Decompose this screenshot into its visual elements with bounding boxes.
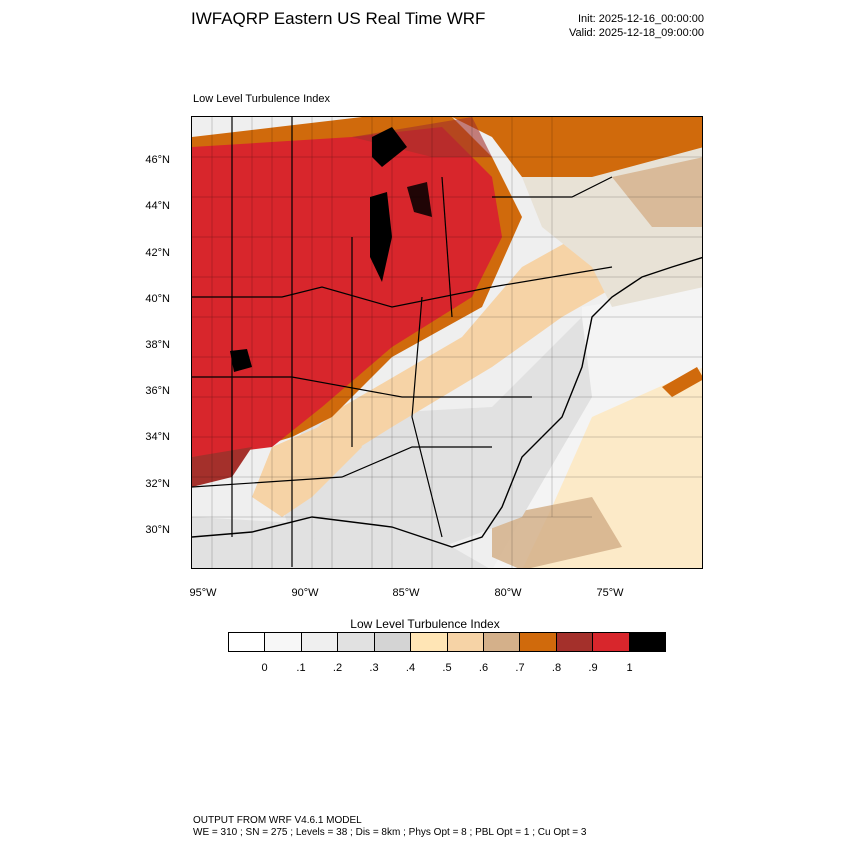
colorbar-swatch <box>593 633 630 651</box>
colorbar-swatch <box>374 633 412 651</box>
colorbar-swatch <box>629 633 666 651</box>
appalachian-tan-band <box>282 217 632 477</box>
arkansas-black-patch <box>230 349 252 372</box>
county-grid <box>192 117 702 568</box>
lat-label-34: 34°N <box>145 431 170 443</box>
colorbar-swatch <box>520 633 557 651</box>
footer-config-line: WE = 310 ; SN = 275 ; Levels = 38 ; Dis … <box>193 827 587 838</box>
turbulence-map <box>191 116 703 569</box>
colorbar-swatch <box>556 633 594 651</box>
lon-label-85: 85°W <box>392 587 420 599</box>
colorbar-swatch <box>338 633 375 651</box>
lon-label-80: 80°W <box>494 587 522 599</box>
upper-dark-red <box>352 117 492 157</box>
coastline <box>192 256 702 548</box>
colorbar-tick-label: .8 <box>551 662 562 674</box>
valid-time: Valid: 2025-12-18_09:00:00 <box>569 27 704 39</box>
atlantic-orange-streak <box>662 367 702 397</box>
lat-label-40: 40°N <box>145 293 170 305</box>
footer-model-line: OUTPUT FROM WRF V4.6.1 MODEL <box>193 815 362 826</box>
lon-label-95: 95°W <box>189 587 217 599</box>
gulf-region <box>192 517 489 568</box>
map-title: IWFAQRP Eastern US Real Time WRF <box>191 9 486 28</box>
colorbar <box>228 632 666 652</box>
lat-label-44: 44°N <box>145 200 170 212</box>
lon-label-75: 75°W <box>596 587 624 599</box>
colorbar-tick-label: .5 <box>442 662 452 674</box>
canada-orange <box>452 117 702 177</box>
lon-label-90: 90°W <box>291 587 319 599</box>
south-central-tan <box>252 417 362 517</box>
colorbar-tick-label: .6 <box>478 662 489 674</box>
lat-label-38: 38°N <box>145 339 170 351</box>
colorbar-tick-label: .2 <box>332 662 343 674</box>
colorbar-swatch <box>447 633 484 651</box>
colorbar-tick-label: .9 <box>588 662 598 674</box>
atlantic-tan <box>492 497 622 568</box>
lat-label-36: 36°N <box>145 385 170 397</box>
colorbar-tick-label: 0 <box>261 662 268 674</box>
init-time: Init: 2025-12-16_00:00:00 <box>578 13 704 25</box>
colorbar-tick-label: 1 <box>626 662 633 674</box>
northeast-tan <box>612 157 702 227</box>
colorbar-title: Low Level Turbulence Index <box>350 617 500 631</box>
lat-label-32: 32°N <box>145 478 170 490</box>
lat-label-30: 30°N <box>145 524 170 536</box>
colorbar-swatch <box>301 633 339 651</box>
lat-label-46: 46°N <box>145 154 170 166</box>
colorbar-swatch <box>483 633 521 651</box>
lake-huron <box>407 182 432 217</box>
colorbar-swatch <box>229 633 266 651</box>
colorbar-tick-label: .4 <box>405 662 416 674</box>
colorbar-tick-label: .3 <box>369 662 379 674</box>
colorbar-tick-label: .1 <box>296 662 306 674</box>
colorbar-swatch <box>265 633 302 651</box>
colorbar-swatch <box>411 633 448 651</box>
plot-label: Low Level Turbulence Index <box>193 93 330 105</box>
colorbar-tick-label: .7 <box>515 662 525 674</box>
lat-label-42: 42°N <box>145 247 170 259</box>
